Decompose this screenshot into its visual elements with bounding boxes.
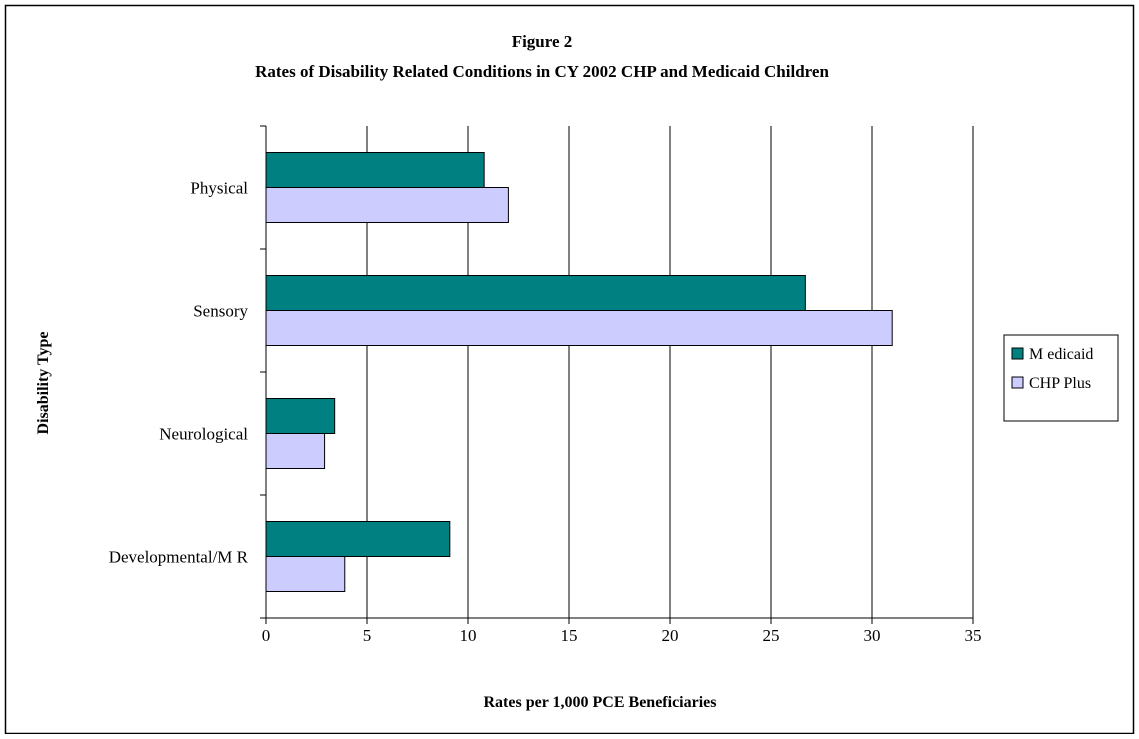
category-label: Developmental/M R — [109, 548, 249, 567]
bars — [265, 152, 893, 592]
x-axis-title: Rates per 1,000 PCE Beneficiaries — [484, 694, 717, 711]
x-tick-label: 20 — [662, 626, 679, 645]
legend-label: CHP Plus — [1029, 375, 1091, 392]
bar — [265, 398, 336, 434]
x-tick-label: 15 — [561, 626, 578, 645]
bar — [265, 187, 509, 223]
category-label: Sensory — [193, 302, 248, 321]
bar — [265, 152, 485, 188]
bar — [265, 433, 326, 469]
chart-title: Figure 2 — [512, 32, 573, 51]
axes — [260, 125, 974, 624]
bar — [265, 556, 346, 592]
legend-swatch — [1011, 376, 1024, 389]
x-tick-label: 35 — [965, 626, 982, 645]
x-tick-label: 30 — [864, 626, 881, 645]
category-label: Neurological — [159, 425, 248, 444]
x-tick-label: 10 — [460, 626, 477, 645]
tick-labels: Physical Sensory Neurological Developmental… — [109, 179, 982, 646]
x-tick-label: 25 — [763, 626, 780, 645]
x-tick-label: 5 — [363, 626, 372, 645]
legend-label: M edicaid — [1029, 346, 1093, 363]
bar — [265, 310, 893, 346]
category-label: Physical — [190, 179, 248, 198]
y-axis-title: Disability Type — [35, 332, 52, 435]
x-tick-label: 0 — [262, 626, 271, 645]
legend: M edicaid CHP Plus — [1003, 334, 1119, 422]
bar — [265, 275, 806, 311]
bar — [265, 521, 451, 557]
legend-swatch — [1011, 347, 1024, 360]
chart-subtitle: Rates of Disability Related Conditions i… — [255, 62, 829, 81]
